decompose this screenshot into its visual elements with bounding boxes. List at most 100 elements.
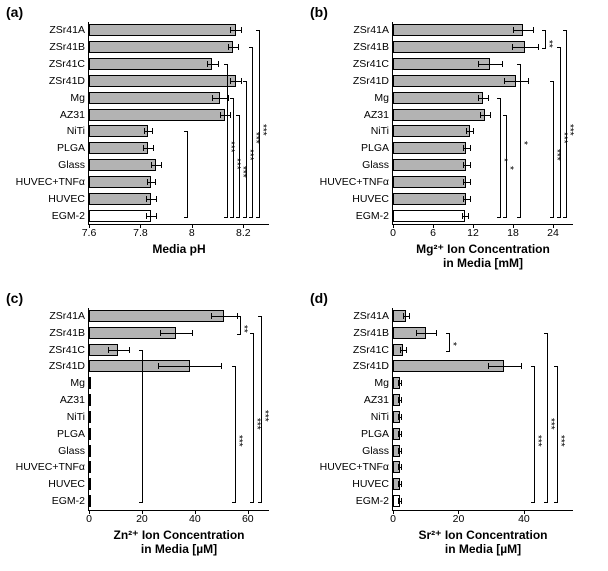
bar <box>89 58 212 70</box>
bar <box>393 125 470 137</box>
x-axis-label: Sr²⁺ Ion Concentrationin Media [µM] <box>419 528 548 556</box>
error-cap <box>207 61 208 67</box>
x-axis-label: Mg²⁺ Ion Concentrationin Media [mM] <box>416 242 550 270</box>
error-cap <box>398 481 399 487</box>
error-cap <box>470 145 471 151</box>
error-cap <box>463 145 464 151</box>
error-cap <box>488 363 489 369</box>
error-cap <box>478 61 479 67</box>
xtick-label: 6 <box>430 227 436 239</box>
xtick-label: 0 <box>390 513 396 525</box>
error-cap <box>398 397 399 403</box>
bar <box>89 495 91 507</box>
panel-label: (c) <box>6 290 23 306</box>
significance-label: *** <box>551 149 561 161</box>
panel-b: (b)06121824Mg²⁺ Ion Concentrationin Medi… <box>304 0 608 286</box>
bar <box>393 159 466 171</box>
error-cap <box>192 330 193 336</box>
error-cap <box>466 128 467 134</box>
plot-area: 06121824Mg²⁺ Ion Concentrationin Media [… <box>392 22 573 225</box>
significance-label: *** <box>532 435 542 447</box>
xtick-label: 8.2 <box>236 227 251 239</box>
error-cap <box>221 363 222 369</box>
error-cap <box>504 78 505 84</box>
error-cap <box>403 313 404 319</box>
error-bar <box>144 131 152 132</box>
xtick-label: 0 <box>390 227 396 239</box>
bar <box>393 58 490 70</box>
error-cap <box>230 27 231 33</box>
error-bar <box>151 165 161 166</box>
error-cap <box>401 481 402 487</box>
plot-area: 02040Sr²⁺ Ion Concentrationin Media [µM]… <box>392 308 573 511</box>
error-cap <box>463 179 464 185</box>
bar <box>89 394 91 406</box>
error-cap <box>490 112 491 118</box>
error-cap <box>401 431 402 437</box>
error-cap <box>212 95 213 101</box>
error-cap <box>470 179 471 185</box>
error-cap <box>158 363 159 369</box>
significance-label: *** <box>233 435 243 447</box>
error-cap <box>156 213 157 219</box>
figure-grid: (a)7.67.888.2Media pH******************Z… <box>0 0 608 571</box>
error-cap <box>478 95 479 101</box>
error-cap <box>108 347 109 353</box>
xtick-label: 20 <box>136 513 148 525</box>
bar <box>89 24 236 36</box>
error-bar <box>230 81 240 82</box>
significance-label: * <box>518 141 528 145</box>
significance-label: * <box>504 166 514 170</box>
error-cap <box>538 44 539 50</box>
error-cap <box>398 414 399 420</box>
error-cap <box>238 44 239 50</box>
error-cap <box>406 347 407 353</box>
error-cap <box>144 128 145 134</box>
bar <box>393 176 466 188</box>
error-cap <box>513 27 514 33</box>
plot-area: 0204060Zn²⁺ Ion Concentrationin Media [µ… <box>88 308 269 511</box>
bar <box>393 193 466 205</box>
bar <box>393 75 516 87</box>
error-cap <box>480 112 481 118</box>
error-cap <box>416 330 417 336</box>
x-axis-label: Media pH <box>152 242 205 256</box>
error-bar <box>480 115 491 116</box>
error-bar <box>146 199 156 200</box>
error-bar <box>230 30 240 31</box>
significance-label: *** <box>225 141 235 153</box>
error-bar <box>513 30 533 31</box>
error-cap <box>230 78 231 84</box>
xtick-label: 20 <box>453 513 465 525</box>
error-cap <box>398 464 399 470</box>
bar <box>89 125 148 137</box>
bar <box>89 445 91 457</box>
bar <box>89 210 151 222</box>
error-bar <box>160 333 192 334</box>
plot-area: 7.67.888.2Media pH****************** <box>88 22 269 225</box>
significance-bracket <box>184 131 188 217</box>
error-cap <box>143 145 144 151</box>
error-cap <box>398 448 399 454</box>
bar <box>89 41 233 53</box>
error-cap <box>400 347 401 353</box>
error-cap <box>398 380 399 386</box>
error-cap <box>220 112 221 118</box>
error-cap <box>241 78 242 84</box>
bar <box>89 428 91 440</box>
significance-label: * <box>498 158 508 162</box>
error-cap <box>218 61 219 67</box>
bar <box>393 109 485 121</box>
error-cap <box>155 179 156 185</box>
error-cap <box>409 313 410 319</box>
error-cap <box>147 179 148 185</box>
error-cap <box>401 380 402 386</box>
error-bar <box>108 350 129 351</box>
bar <box>89 92 220 104</box>
bar <box>89 109 225 121</box>
bar <box>393 92 483 104</box>
error-cap <box>401 498 402 504</box>
error-cap <box>401 464 402 470</box>
panel-a: (a)7.67.888.2Media pH******************Z… <box>0 0 304 286</box>
panel-label: (a) <box>6 4 23 20</box>
